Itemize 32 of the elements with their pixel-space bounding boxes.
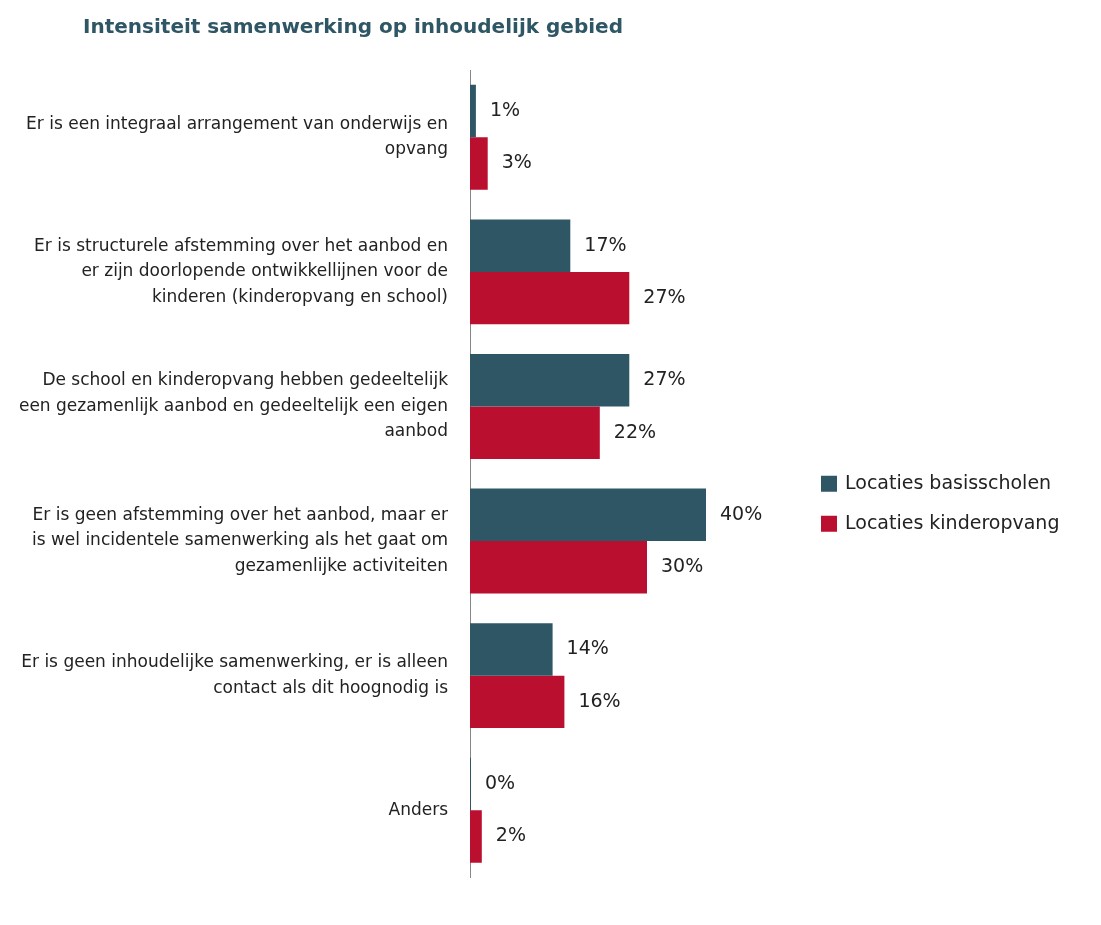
data-label: 27% — [643, 285, 686, 308]
bar — [470, 623, 553, 676]
bar — [470, 84, 476, 138]
data-label: 3% — [501, 150, 532, 173]
data-label: 22% — [613, 419, 657, 442]
data-label: 30% — [661, 554, 704, 577]
chart-title: Intensiteit samenwerking op inhoudelijk gebied — [83, 14, 623, 39]
bar — [470, 219, 571, 272]
bar — [470, 488, 706, 542]
bar — [470, 541, 647, 594]
bar — [470, 271, 630, 325]
bar — [470, 137, 488, 190]
data-label: 14% — [566, 636, 609, 659]
y-tick-label: De school en kinderopvang hebben gedeeltelijk een gezamenlijk aanbod en gedeeltelijk een eigen aanbod — [18, 369, 449, 441]
y-tick-label: Er is structurele afstemming over het aanbod en er zijn doorlopende ontwikkellijnen voor de kinderen (kinderopvang en school) — [34, 234, 448, 306]
data-label: 1% — [489, 97, 521, 120]
data-label: 17% — [584, 232, 627, 255]
bar — [470, 675, 565, 729]
y-tick-label: Anders — [388, 798, 449, 819]
bar — [470, 406, 600, 459]
legend-label: Locaties basisscholen — [845, 470, 1052, 493]
data-label: 27% — [643, 367, 686, 390]
data-label: 16% — [578, 688, 621, 711]
y-tick-label: Er is een integraal arrangement van onderwijs en opvang — [26, 112, 448, 159]
bar — [470, 810, 482, 863]
y-tick-label: Er is geen inhoudelijke samenwerking, er is alleen contact als dit hoognodig is — [21, 651, 449, 697]
y-tick-label: Er is geen afstemming over het aanbod, maar er is wel incidentele samenwerking als het gaat om gezamenlijke activiteiten — [31, 503, 448, 575]
data-label: 2% — [495, 823, 526, 846]
data-label: 40% — [720, 501, 763, 524]
bar — [470, 353, 630, 407]
data-label: 0% — [485, 770, 516, 793]
legend-label: Locaties kinderopvang — [845, 510, 1060, 533]
